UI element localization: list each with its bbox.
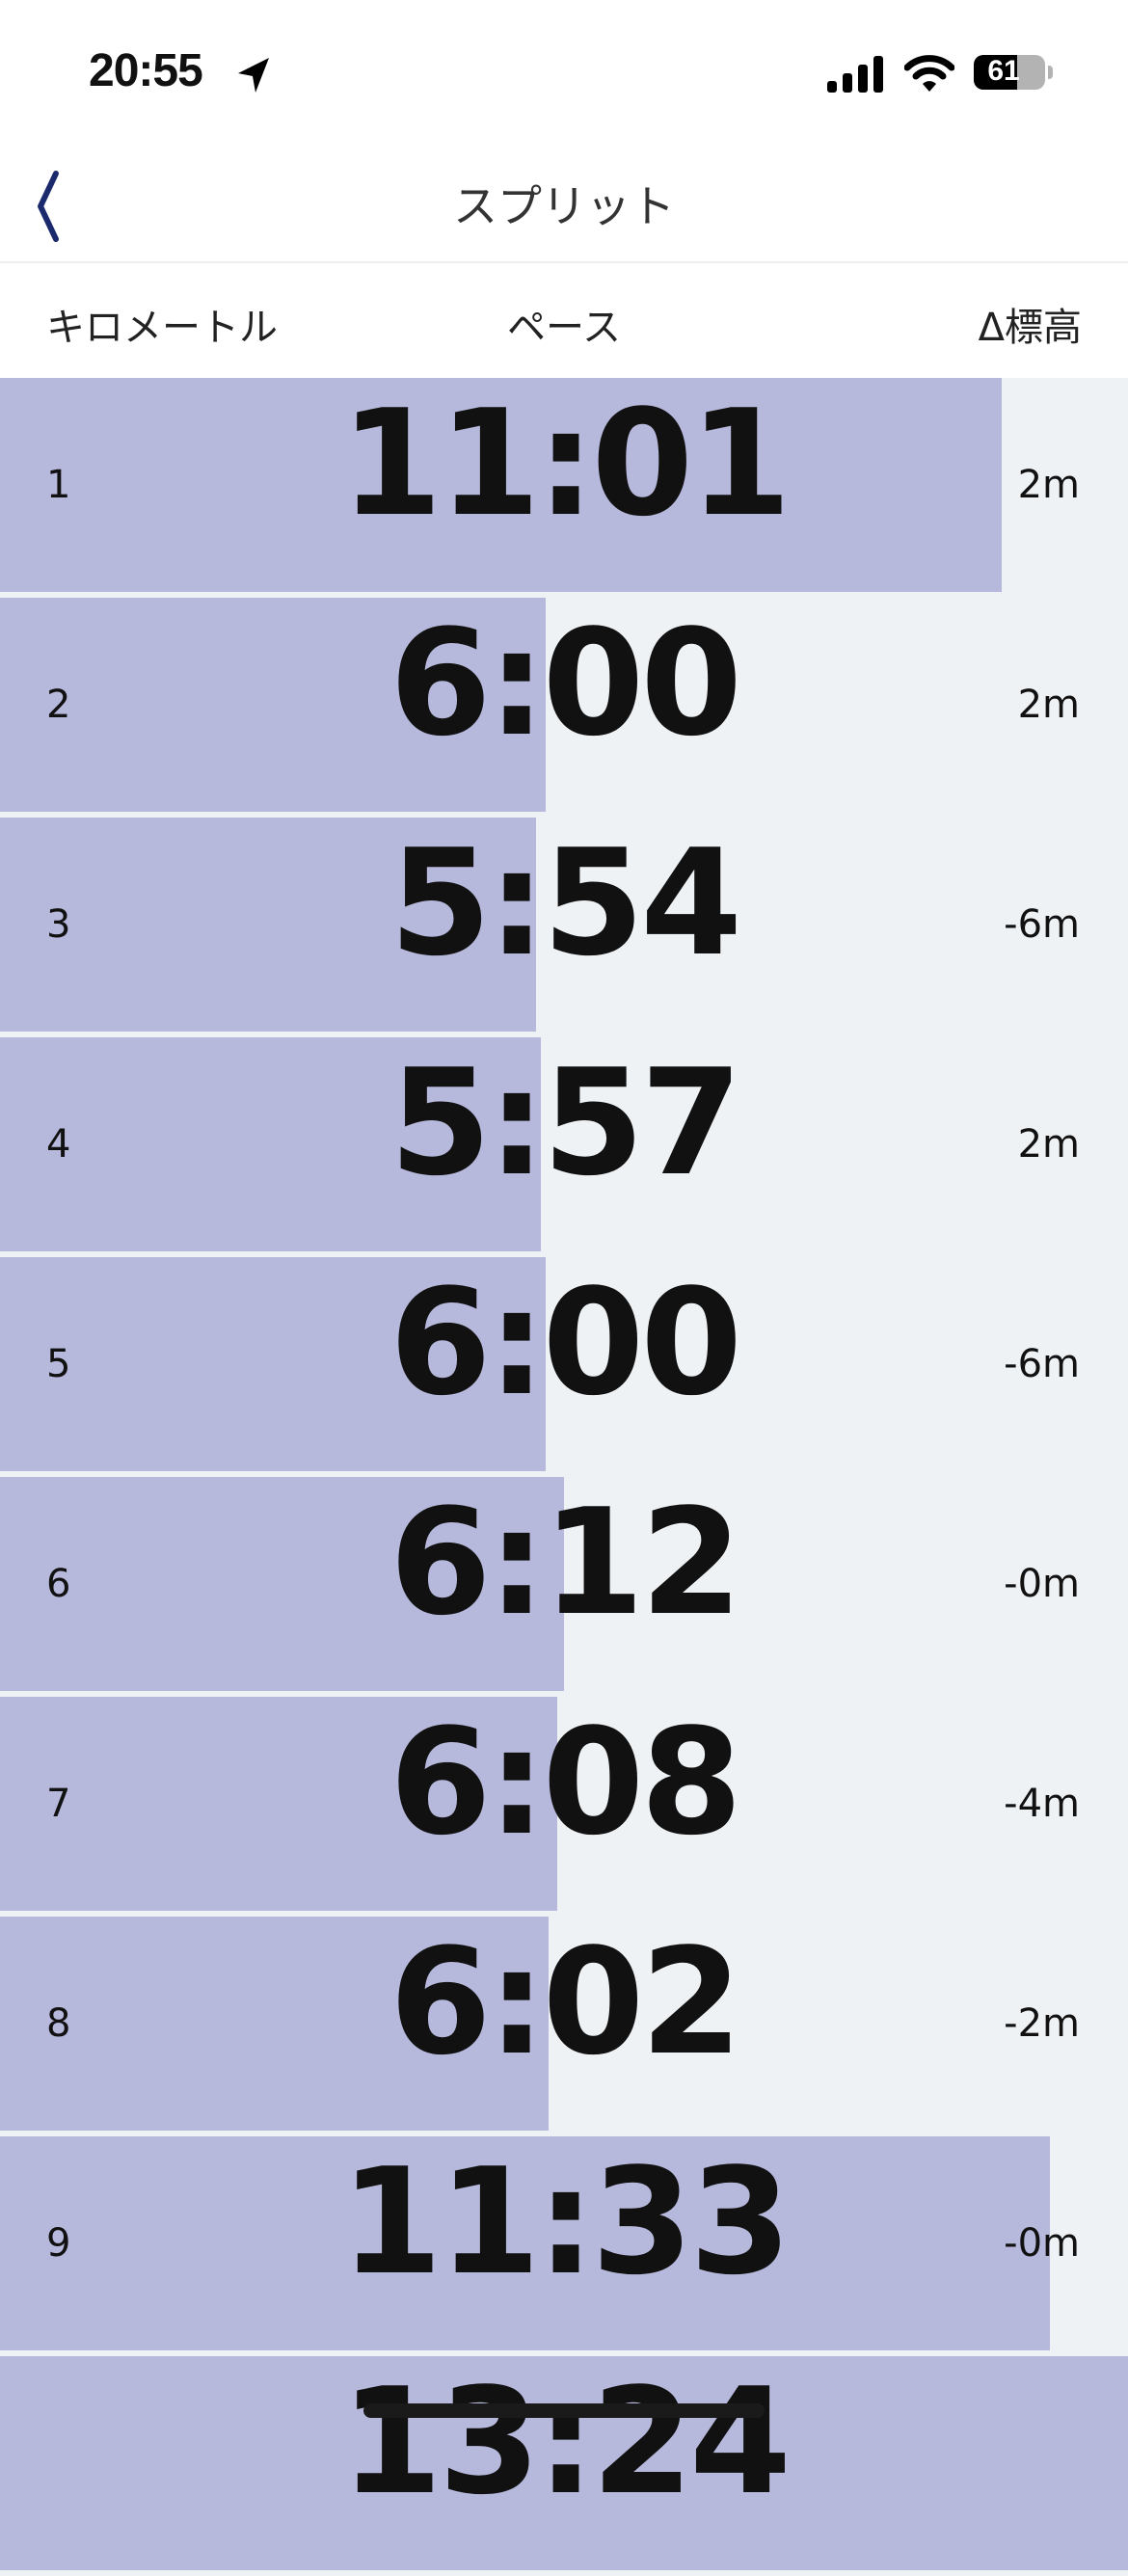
split-row: 2 6:00 2m <box>0 598 1128 812</box>
page-title: スプリット <box>453 180 675 232</box>
status-time: 20:55 <box>89 45 203 96</box>
split-row: 13:24 <box>0 2356 1128 2570</box>
split-pace: 13:24 <box>340 2356 792 2527</box>
split-pace: 11:33 <box>340 2136 792 2307</box>
split-km: 8 <box>46 2001 71 2046</box>
split-elevation: 2m <box>1017 463 1080 507</box>
home-indicator <box>363 2403 765 2418</box>
split-pace: 6:00 <box>389 598 742 768</box>
header-area: 20:55 61 スプリット キロメートル ペース Δ標高 <box>0 0 1128 378</box>
split-km: 3 <box>46 902 71 947</box>
split-elevation: -6m <box>1004 902 1080 947</box>
nav-bar: スプリット <box>0 145 1128 263</box>
signal-icon <box>827 56 883 93</box>
split-km: 4 <box>46 1122 71 1167</box>
back-button[interactable] <box>29 166 87 243</box>
column-header-pace: ペース <box>507 306 621 350</box>
status-bar: 20:55 61 <box>0 0 1128 145</box>
split-km: 6 <box>46 1562 71 1606</box>
split-pace: 5:57 <box>389 1037 742 1208</box>
split-elevation: -4m <box>1004 1782 1080 1826</box>
pace-bar <box>0 2136 1051 2350</box>
pace-bar <box>0 598 546 812</box>
pace-bar <box>0 1037 542 1251</box>
split-pace: 6:02 <box>389 1917 742 2087</box>
split-km: 5 <box>46 1342 71 1386</box>
pace-bar <box>0 818 537 1032</box>
split-pace: 11:01 <box>340 378 792 549</box>
split-row: 3 5:54 -6m <box>0 818 1128 1032</box>
split-row: 9 11:33 -0m <box>0 2136 1128 2350</box>
split-pace: 6:08 <box>389 1697 742 1867</box>
pace-bar <box>0 378 1003 592</box>
battery-cap <box>1048 66 1053 79</box>
pace-bar <box>0 1477 564 1691</box>
split-row: 1 11:01 2m <box>0 378 1128 592</box>
column-header-elevation: Δ標高 <box>978 306 1082 350</box>
split-elevation: -0m <box>1004 1562 1080 1606</box>
split-row: 5 6:00 -6m <box>0 1257 1128 1471</box>
column-header-km: キロメートル <box>46 306 278 350</box>
split-km: 1 <box>46 463 71 507</box>
split-elevation: -2m <box>1004 2001 1080 2046</box>
split-km: 2 <box>46 683 71 727</box>
pace-bar <box>0 1697 558 1911</box>
wifi-icon <box>904 55 954 92</box>
split-pace: 5:54 <box>389 818 742 988</box>
split-row: 8 6:02 -2m <box>0 1917 1128 2131</box>
battery-icon: 61 <box>974 55 1045 90</box>
split-elevation: -0m <box>1004 2221 1080 2266</box>
column-headers: キロメートル ペース Δ標高 <box>0 265 1128 378</box>
split-km: 7 <box>46 1782 71 1826</box>
battery-level: 61 <box>987 55 1020 87</box>
split-row: 6 6:12 -0m <box>0 1477 1128 1691</box>
split-pace: 6:00 <box>389 1257 742 1428</box>
split-elevation: 2m <box>1017 1122 1080 1167</box>
split-row: 4 5:57 2m <box>0 1037 1128 1251</box>
split-row: 7 6:08 -4m <box>0 1697 1128 1911</box>
pace-bar <box>0 1917 550 2131</box>
split-elevation: -6m <box>1004 1342 1080 1386</box>
splits-list: 1 11:01 2m 2 6:00 2m 3 5:54 -6m 4 5:57 2… <box>0 378 1128 2576</box>
location-arrow-icon <box>238 58 269 93</box>
split-pace: 6:12 <box>389 1477 742 1648</box>
split-km: 9 <box>46 2221 71 2266</box>
split-elevation: 2m <box>1017 683 1080 727</box>
pace-bar <box>0 1257 546 1471</box>
